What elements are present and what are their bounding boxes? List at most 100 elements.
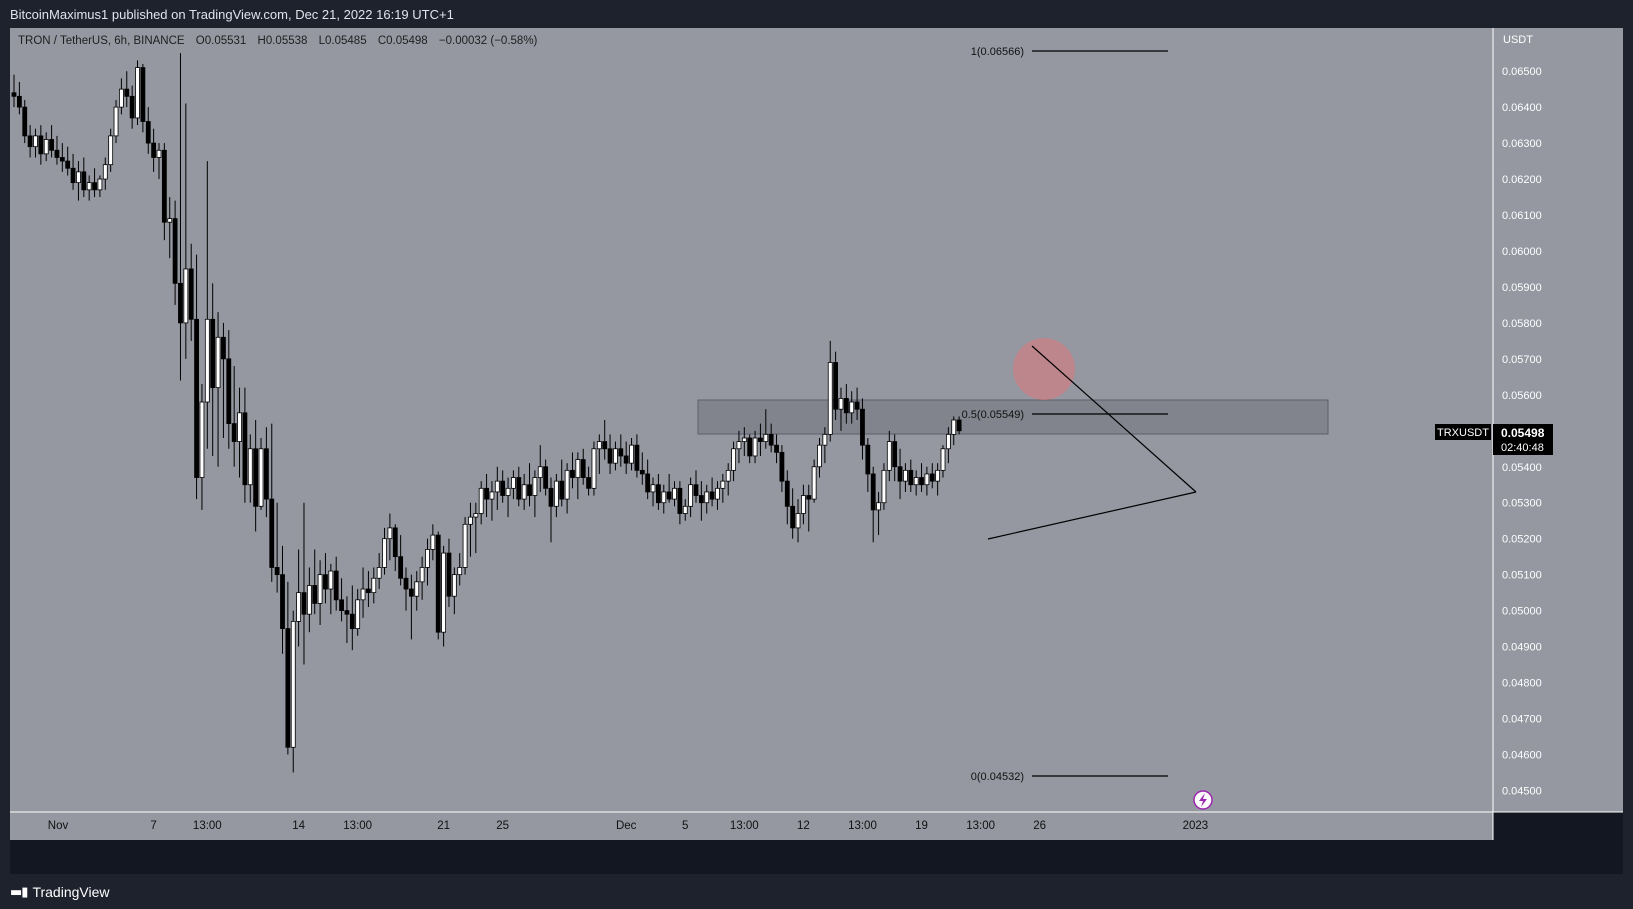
candle-body[interactable] (500, 480, 506, 496)
candle-body[interactable] (919, 477, 924, 486)
candle-body[interactable] (484, 487, 489, 500)
candle-body[interactable] (494, 480, 500, 493)
candle-body[interactable] (178, 282, 183, 324)
candle-body[interactable] (956, 419, 962, 432)
candle-body[interactable] (280, 574, 285, 629)
candle-body[interactable] (704, 491, 710, 504)
candle-body[interactable] (752, 437, 758, 457)
candle-body[interactable] (870, 473, 876, 511)
candle-body[interactable] (102, 164, 108, 180)
candle-body[interactable] (408, 588, 414, 597)
candle-body[interactable] (741, 437, 747, 442)
candle-body[interactable] (897, 466, 903, 482)
candle-body[interactable] (709, 491, 715, 500)
candle-body[interactable] (623, 455, 629, 464)
candle-body[interactable] (11, 92, 17, 97)
candle-body[interactable] (65, 160, 71, 169)
candle-body[interactable] (613, 448, 618, 464)
candle-body[interactable] (586, 477, 591, 489)
candle-body[interactable] (263, 448, 269, 500)
candle-body[interactable] (564, 469, 570, 500)
candle-body[interactable] (661, 491, 667, 504)
candle-body[interactable] (237, 412, 242, 442)
candle-body[interactable] (940, 448, 946, 471)
candle-body[interactable] (425, 549, 430, 568)
candle-body[interactable] (414, 581, 420, 597)
candle-body[interactable] (468, 516, 473, 525)
candle-body[interactable] (451, 574, 457, 597)
candle-body[interactable] (865, 444, 871, 475)
candle-body[interactable] (473, 513, 479, 518)
candle-body[interactable] (92, 182, 97, 191)
candle-body[interactable] (49, 139, 54, 151)
candle-body[interactable] (290, 620, 296, 748)
candle-body[interactable] (693, 484, 699, 496)
candle-body[interactable] (715, 487, 720, 500)
candle-body[interactable] (355, 599, 361, 629)
candle-body[interactable] (462, 523, 468, 568)
candle-body[interactable] (140, 67, 146, 122)
candle-body[interactable] (645, 473, 651, 493)
candle-body[interactable] (881, 469, 887, 504)
candle-body[interactable] (602, 441, 608, 450)
candle-body[interactable] (113, 106, 119, 137)
candle-body[interactable] (188, 268, 194, 320)
tradingview-logo[interactable]: ▬▮ TradingView (10, 884, 109, 900)
candle-body[interactable] (945, 433, 951, 450)
candle-body[interactable] (924, 473, 930, 486)
candle-body[interactable] (306, 585, 312, 615)
candle-body[interactable] (419, 567, 425, 583)
candle-body[interactable] (285, 628, 291, 748)
candle-body[interactable] (548, 487, 554, 507)
candle-body[interactable] (323, 574, 328, 590)
candle-body[interactable] (629, 444, 634, 464)
candle-body[interactable] (682, 505, 688, 514)
candle-body[interactable] (457, 567, 463, 576)
candle-body[interactable] (161, 149, 167, 223)
candle-body[interactable] (27, 135, 33, 148)
candle-body[interactable] (387, 527, 393, 540)
candle-body[interactable] (843, 398, 849, 414)
price-chart[interactable]: 1(0.06566) 0.5(0.05549) 0(0.04532) 0.065… (10, 28, 1623, 874)
candle-body[interactable] (758, 437, 763, 442)
candle-body[interactable] (317, 574, 323, 604)
candle-body[interactable] (559, 480, 565, 500)
candle-body[interactable] (70, 167, 76, 184)
time-scale[interactable] (10, 812, 1493, 840)
candle-body[interactable] (779, 451, 785, 482)
candle-body[interactable] (817, 444, 822, 468)
candle-body[interactable] (537, 466, 543, 478)
candle-body[interactable] (441, 552, 447, 633)
candle-body[interactable] (382, 538, 387, 568)
triangle-upper-trendline[interactable] (1031, 345, 1197, 493)
candle-body[interactable] (951, 419, 957, 435)
candle-body[interactable] (811, 466, 817, 500)
candle-body[interactable] (731, 448, 736, 471)
candle-body[interactable] (253, 448, 259, 507)
candle-body[interactable] (672, 487, 677, 500)
candle-body[interactable] (860, 408, 865, 446)
candle-body[interactable] (226, 358, 232, 424)
candle-body[interactable] (215, 336, 221, 389)
candle-body[interactable] (688, 484, 694, 507)
candle-body[interactable] (553, 480, 559, 507)
candle-body[interactable] (725, 469, 731, 482)
candle-body[interactable] (618, 448, 624, 457)
candle-body[interactable] (119, 88, 124, 108)
candle-body[interactable] (371, 577, 377, 594)
candle-body[interactable] (903, 469, 908, 482)
candle-body[interactable] (634, 444, 640, 471)
candle-body[interactable] (172, 218, 178, 284)
candle-body[interactable] (124, 88, 130, 97)
candle-body[interactable] (247, 448, 253, 486)
candle-body[interactable] (795, 513, 801, 529)
candle-body[interactable] (827, 362, 833, 435)
candle-body[interactable] (376, 567, 382, 579)
candle-body[interactable] (231, 423, 237, 442)
candle-body[interactable] (301, 592, 307, 615)
candle-body[interactable] (108, 135, 114, 166)
candle-body[interactable] (656, 484, 661, 504)
candle-body[interactable] (33, 135, 38, 148)
candle-body[interactable] (349, 613, 355, 629)
candle-body[interactable] (596, 441, 602, 450)
